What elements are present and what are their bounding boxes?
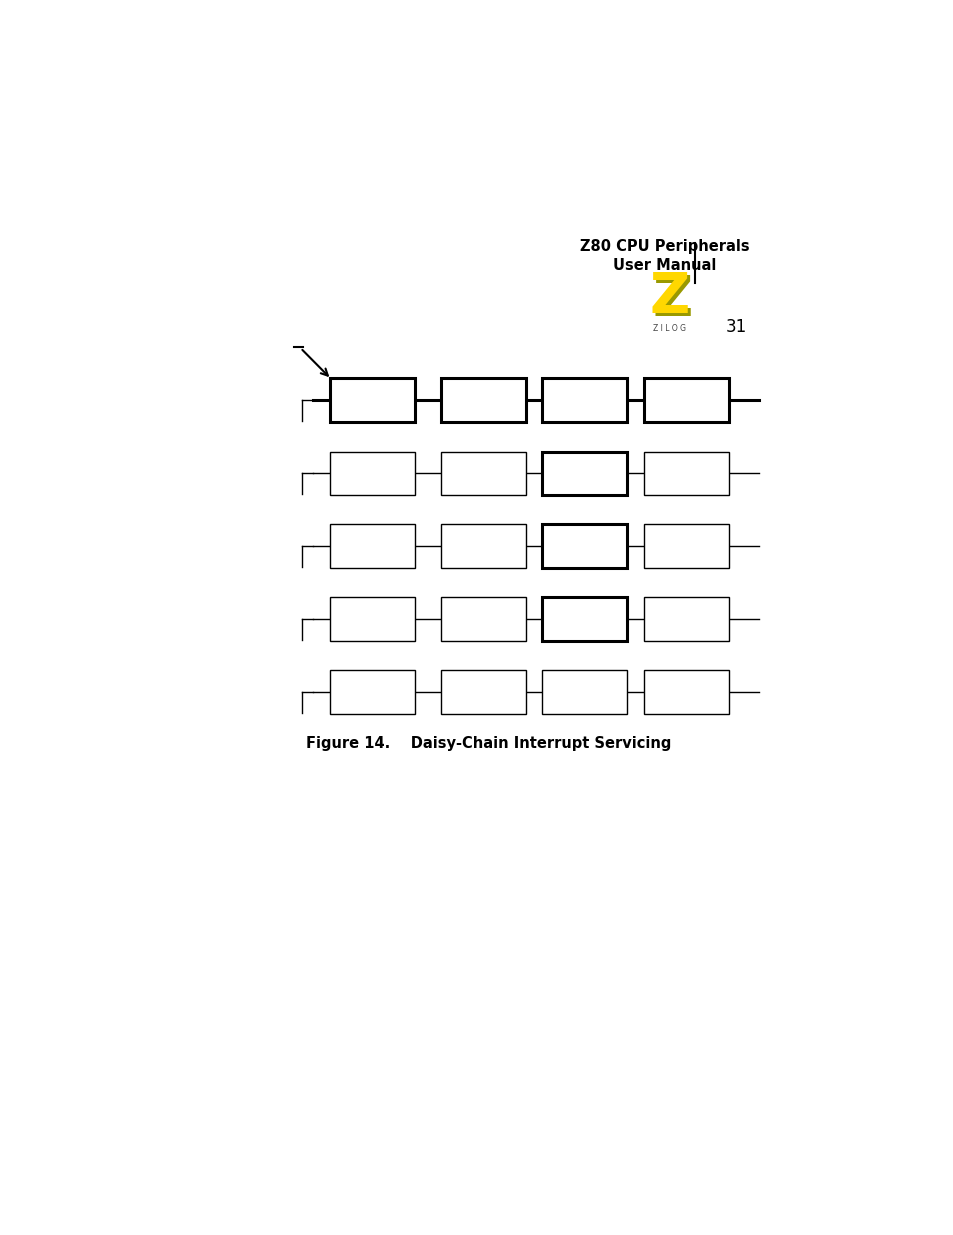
Bar bbox=[330, 452, 415, 495]
Bar bbox=[541, 524, 626, 568]
Bar bbox=[643, 378, 728, 422]
Bar bbox=[541, 452, 626, 495]
Bar bbox=[440, 524, 525, 568]
Text: 31: 31 bbox=[724, 317, 746, 336]
Text: User Manual: User Manual bbox=[613, 258, 716, 273]
Bar bbox=[330, 378, 415, 422]
Text: Z80 CPU Peripherals: Z80 CPU Peripherals bbox=[579, 238, 749, 253]
Bar bbox=[440, 378, 525, 422]
Bar bbox=[330, 524, 415, 568]
Bar bbox=[541, 597, 626, 641]
Bar bbox=[541, 378, 626, 422]
Bar bbox=[643, 671, 728, 714]
Bar bbox=[541, 671, 626, 714]
Text: Figure 14.    Daisy-Chain Interrupt Servicing: Figure 14. Daisy-Chain Interrupt Servici… bbox=[306, 736, 671, 751]
Bar bbox=[330, 597, 415, 641]
Bar bbox=[440, 597, 525, 641]
Bar bbox=[330, 671, 415, 714]
Text: Z I L O G: Z I L O G bbox=[652, 325, 685, 333]
Bar bbox=[440, 671, 525, 714]
Bar bbox=[643, 597, 728, 641]
Text: Z: Z bbox=[652, 273, 692, 327]
Bar bbox=[440, 452, 525, 495]
Bar bbox=[643, 524, 728, 568]
Bar bbox=[643, 452, 728, 495]
Text: Z: Z bbox=[649, 269, 689, 324]
